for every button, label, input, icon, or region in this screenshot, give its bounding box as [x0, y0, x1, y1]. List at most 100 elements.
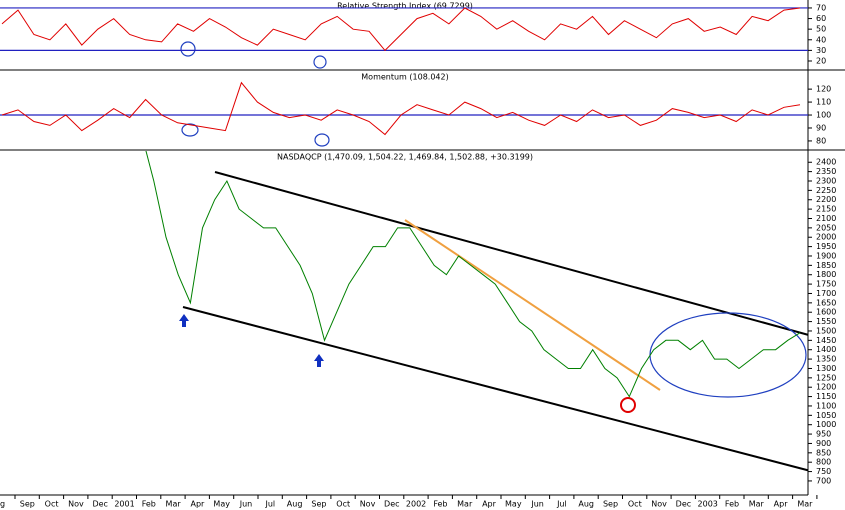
y-tick-label: 40 [816, 35, 826, 44]
y-tick-label: 70 [816, 3, 826, 12]
y-tick-label: 1700 [816, 289, 836, 298]
x-tick-label: Aug [578, 500, 594, 509]
x-tick-label: Jun [239, 500, 253, 509]
x-tick-label: Oct [45, 500, 59, 509]
panel-title: Momentum (108.042) [361, 73, 448, 82]
x-tick-label: Dec [92, 500, 107, 509]
y-tick-label: 2150 [816, 205, 836, 214]
series-line [1, 81, 801, 136]
x-tick-label: Nov [651, 500, 667, 509]
y-tick-label: 950 [816, 430, 831, 439]
highlight-ellipse [649, 312, 807, 398]
x-tick-label: Mar [457, 500, 473, 509]
x-tick-label: 2002 [406, 500, 426, 509]
x-tick-label: Feb [725, 500, 739, 509]
y-tick-label: 1600 [816, 308, 836, 317]
y-tick-label: 110 [816, 98, 831, 107]
highlight-circle [181, 123, 199, 137]
y-tick-label: 750 [816, 467, 831, 476]
x-tick-label: Sep [603, 500, 618, 509]
x-tick-label: Nov [68, 500, 84, 509]
y-tick-label: 1450 [816, 336, 836, 345]
panel-title: Relative Strength Index (69.7299) [337, 2, 473, 11]
y-tick-label: 2050 [816, 223, 836, 232]
y-tick-label: 1500 [816, 326, 836, 335]
y-tick-label: 1550 [816, 317, 836, 326]
x-tick-label: Apr [774, 500, 789, 509]
y-tick-label: 1350 [816, 355, 836, 364]
x-tick-label: Mar [166, 500, 182, 509]
x-tick-label: Nov [360, 500, 376, 509]
y-tick-label: 850 [816, 448, 831, 457]
series-group [145, 151, 801, 398]
arrow-icon [179, 314, 189, 327]
y-tick-label: 90 [816, 123, 826, 132]
x-tick-label: Mar [797, 500, 813, 509]
x-tick-label: Jun [530, 500, 544, 509]
x-tick-label: Apr [482, 500, 497, 509]
x-tick-label: g [0, 500, 5, 509]
x-tick-label: Sep [20, 500, 35, 509]
x-tick-label: Jul [556, 500, 567, 509]
x-tick-label: Sep [311, 500, 326, 509]
y-tick-label: 900 [816, 439, 831, 448]
y-tick-label: 1100 [816, 401, 836, 410]
y-tick-label: 1850 [816, 261, 836, 270]
panel-title: NASDAQCP (1,470.09, 1,504.22, 1,469.84, … [277, 153, 533, 162]
y-tick-label: 2400 [816, 158, 836, 167]
y-tick-label: 2100 [816, 214, 836, 223]
y-tick-label: 1950 [816, 242, 836, 251]
x-tick-label: Mar [749, 500, 765, 509]
trend-line [214, 171, 808, 336]
highlight-circle [313, 55, 327, 69]
x-tick-label: 2001 [114, 500, 134, 509]
series-group [1, 7, 801, 52]
series-line [145, 151, 801, 398]
x-tick-label: Apr [190, 500, 205, 509]
y-tick-label: 2000 [816, 233, 836, 242]
y-tick-label: 80 [816, 136, 826, 145]
y-tick-label: 2350 [816, 167, 836, 176]
series-group [1, 81, 801, 136]
y-tick-label: 1800 [816, 270, 836, 279]
y-tick-label: 30 [816, 46, 826, 55]
y-tick-label: 1300 [816, 364, 836, 373]
y-tick-label: 60 [816, 14, 826, 23]
y-tick-label: 1200 [816, 383, 836, 392]
y-tick-label: 120 [816, 85, 831, 94]
x-tick-label: Aug [287, 500, 303, 509]
y-tick-label: 50 [816, 25, 826, 34]
y-tick-label: 1650 [816, 298, 836, 307]
x-tick-label: Feb [433, 500, 447, 509]
y-tick-label: 1150 [816, 392, 836, 401]
y-tick-label: 2250 [816, 186, 836, 195]
y-tick-label: 1000 [816, 420, 836, 429]
y-tick-label: 800 [816, 458, 831, 467]
x-tick-label: Feb [142, 500, 156, 509]
y-tick-label: 20 [816, 56, 826, 65]
y-tick-label: 1050 [816, 411, 836, 420]
arrow-icon [314, 354, 324, 367]
y-tick-label: 2200 [816, 195, 836, 204]
highlight-circle [180, 41, 196, 57]
y-tick-label: 2300 [816, 176, 836, 185]
y-tick-label: 100 [816, 111, 831, 120]
x-tick-label: May [505, 500, 522, 509]
highlight-circle [620, 397, 636, 413]
trend-line [404, 219, 661, 391]
y-tick-label: 1750 [816, 280, 836, 289]
highlight-circle [314, 133, 330, 147]
y-tick-label: 1250 [816, 373, 836, 382]
x-tick-label: Oct [628, 500, 642, 509]
x-tick-label: Jul [264, 500, 275, 509]
x-tick-label: Oct [336, 500, 350, 509]
x-tick-label: May [213, 500, 230, 509]
x-tick-label: Dec [384, 500, 399, 509]
x-tick-label: Dec [676, 500, 691, 509]
y-tick-label: 1400 [816, 345, 836, 354]
series-line [1, 7, 801, 52]
trend-line [182, 306, 808, 472]
x-tick-label: 2003 [698, 500, 718, 509]
y-tick-label: 1900 [816, 251, 836, 260]
